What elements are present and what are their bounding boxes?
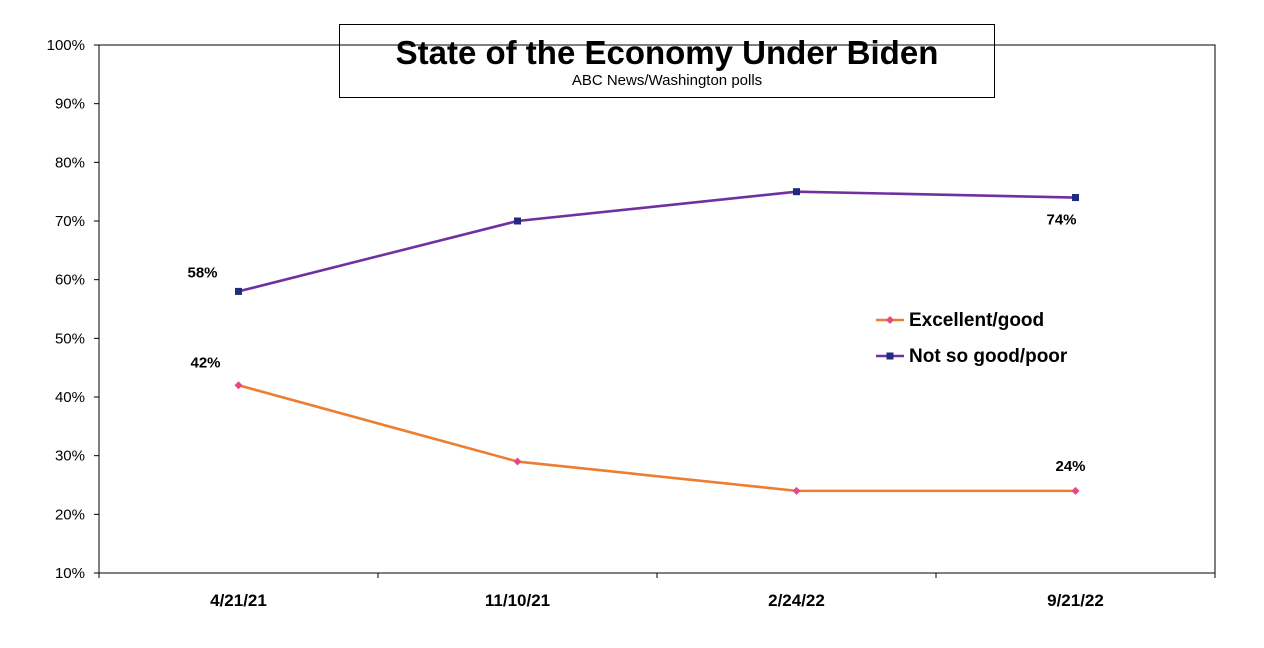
- data-point: [234, 381, 243, 390]
- y-tick-label: 100%: [47, 37, 85, 54]
- series-line-excellent-good: [238, 384, 1076, 493]
- data-point: [793, 188, 800, 196]
- y-tick-label: 40%: [55, 389, 85, 406]
- legend-label: Not so good/poor: [909, 346, 1068, 367]
- data-point: [1072, 194, 1079, 202]
- chart-title-box: State of the Economy Under Biden ABC New…: [339, 24, 995, 98]
- data-point: [513, 457, 522, 466]
- data-point: [235, 287, 242, 295]
- legend-marker: [886, 316, 894, 324]
- y-tick-label: 50%: [55, 330, 85, 347]
- legend-label: Excellent/good: [909, 310, 1044, 331]
- y-tick-label: 70%: [55, 213, 85, 230]
- data-point: [1071, 486, 1080, 495]
- data-label: 24%: [1055, 458, 1085, 475]
- y-tick-label: 30%: [55, 448, 85, 465]
- data-label: 74%: [1046, 212, 1076, 229]
- data-label: 42%: [190, 354, 220, 371]
- x-tick-label: 4/21/21: [210, 591, 267, 610]
- y-tick-label: 60%: [55, 272, 85, 289]
- data-point: [514, 217, 521, 225]
- y-tick-label: 10%: [55, 565, 85, 582]
- y-tick-label: 90%: [55, 96, 85, 113]
- chart-title: State of the Economy Under Biden: [395, 34, 939, 71]
- y-tick-label: 80%: [55, 154, 85, 171]
- x-tick-label: 11/10/21: [485, 591, 550, 610]
- y-tick-label: 20%: [55, 506, 85, 523]
- plot-area-border: [98, 44, 1216, 574]
- chart-subtitle: ABC News/Washington polls: [571, 72, 763, 89]
- data-point: [792, 486, 801, 495]
- legend-marker: [886, 352, 894, 360]
- x-tick-label: 2/24/22: [768, 591, 825, 610]
- data-label: 58%: [187, 264, 217, 281]
- x-tick-label: 9/21/22: [1047, 591, 1104, 610]
- series-line-not-so-good-poor: [238, 190, 1076, 293]
